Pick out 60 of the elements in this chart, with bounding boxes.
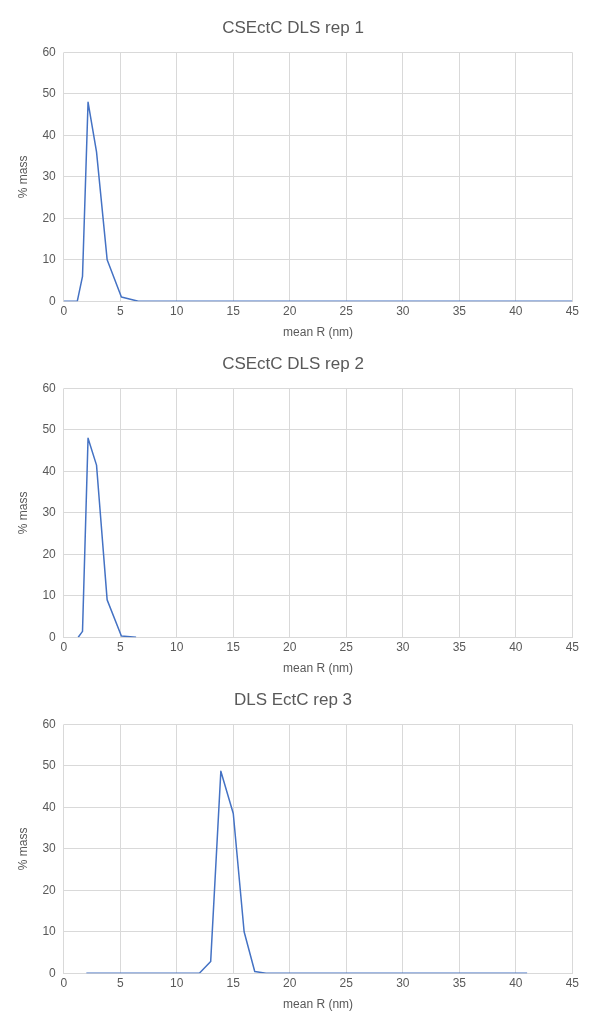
y-tick-label: 30 (42, 841, 57, 856)
x-tick-label: 20 (283, 975, 297, 990)
y-axis-title: % mass (15, 491, 30, 535)
y-tick-label: 0 (49, 965, 57, 980)
x-tick-label: 15 (226, 975, 241, 990)
x-tick-label: 35 (452, 303, 467, 318)
chart-title: CSEctC DLS rep 2 (222, 353, 364, 373)
x-tick-label: 10 (170, 975, 184, 990)
x-tick-label: 40 (509, 639, 523, 654)
x-tick-label: 0 (60, 975, 68, 990)
y-axis-title: % mass (15, 827, 30, 871)
x-tick-label: 30 (396, 303, 410, 318)
y-tick-label: 30 (42, 169, 57, 184)
y-tick-label: 40 (42, 463, 57, 478)
x-tick-label: 40 (509, 975, 523, 990)
y-axis-title: % mass (15, 155, 30, 199)
y-tick-label: 60 (42, 380, 57, 395)
y-tick-label: 50 (42, 758, 57, 773)
x-tick-label: 45 (565, 303, 580, 318)
y-tick-label: 0 (49, 629, 57, 644)
x-tick-label: 5 (116, 303, 124, 318)
chart-title: DLS EctC rep 3 (233, 689, 353, 709)
y-tick-label: 0 (49, 293, 57, 308)
x-tick-label: 5 (116, 639, 124, 654)
x-tick-label: 30 (396, 639, 410, 654)
x-tick-label: 35 (452, 639, 467, 654)
x-tick-label: 0 (60, 303, 68, 318)
y-tick-label: 30 (42, 505, 57, 520)
x-axis-title: mean R (nm) (283, 325, 354, 340)
x-tick-label: 25 (339, 303, 354, 318)
x-tick-label: 45 (565, 639, 580, 654)
x-tick-label: 40 (509, 303, 523, 318)
x-tick-label: 15 (226, 303, 241, 318)
y-tick-label: 20 (42, 882, 57, 897)
x-axis-title: mean R (nm) (283, 661, 354, 676)
x-tick-label: 20 (283, 303, 297, 318)
x-axis-title: mean R (nm) (283, 997, 354, 1012)
y-tick-label: 40 (42, 799, 57, 814)
chart-title: CSEctC DLS rep 1 (222, 17, 364, 37)
y-tick-label: 10 (42, 588, 57, 603)
x-tick-label: 35 (452, 975, 467, 990)
x-tick-label: 20 (283, 639, 297, 654)
x-tick-label: 25 (339, 975, 354, 990)
y-tick-label: 50 (42, 86, 57, 101)
y-tick-label: 20 (42, 546, 57, 561)
y-tick-label: 60 (42, 44, 57, 59)
y-tick-label: 10 (42, 252, 57, 267)
x-tick-label: 45 (565, 975, 580, 990)
y-tick-label: 50 (42, 422, 57, 437)
x-tick-label: 30 (396, 975, 410, 990)
x-tick-label: 5 (116, 975, 124, 990)
x-tick-label: 10 (170, 303, 184, 318)
y-tick-label: 60 (42, 716, 57, 731)
y-tick-label: 10 (42, 924, 57, 939)
x-tick-label: 0 (60, 639, 68, 654)
x-tick-label: 15 (226, 639, 241, 654)
x-tick-label: 10 (170, 639, 184, 654)
x-tick-label: 25 (339, 639, 354, 654)
y-tick-label: 20 (42, 210, 57, 225)
y-tick-label: 40 (42, 127, 57, 142)
